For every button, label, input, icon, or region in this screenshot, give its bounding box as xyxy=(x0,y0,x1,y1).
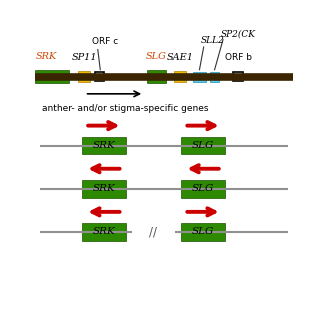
Text: ORF c: ORF c xyxy=(92,37,118,46)
Bar xyxy=(82,180,125,197)
Text: SLG: SLG xyxy=(192,227,214,236)
Bar xyxy=(193,72,206,82)
Bar xyxy=(181,180,225,197)
Bar xyxy=(35,70,68,84)
Bar xyxy=(234,72,243,81)
Bar xyxy=(174,71,186,82)
Bar xyxy=(95,72,104,81)
Text: ORF b: ORF b xyxy=(225,53,252,62)
Bar xyxy=(78,71,90,82)
Text: SP11: SP11 xyxy=(72,53,97,62)
Text: SAE1: SAE1 xyxy=(166,53,193,62)
Bar xyxy=(210,72,219,82)
Bar xyxy=(82,223,125,241)
Text: anther- and/or stigma-specific genes: anther- and/or stigma-specific genes xyxy=(43,104,209,113)
Text: SLG: SLG xyxy=(192,141,214,150)
Text: SLG: SLG xyxy=(192,184,214,193)
Bar xyxy=(181,137,225,155)
Bar xyxy=(82,137,125,155)
Text: SRK: SRK xyxy=(92,141,115,150)
Bar xyxy=(147,70,166,84)
Text: SRK: SRK xyxy=(92,227,115,236)
Text: SLG: SLG xyxy=(146,52,167,60)
Text: //: // xyxy=(149,225,157,238)
Text: SRK: SRK xyxy=(36,52,57,60)
Text: SLL2: SLL2 xyxy=(201,36,225,45)
Text: SRK: SRK xyxy=(92,184,115,193)
Text: SP2(CK: SP2(CK xyxy=(221,30,256,39)
Bar xyxy=(181,223,225,241)
